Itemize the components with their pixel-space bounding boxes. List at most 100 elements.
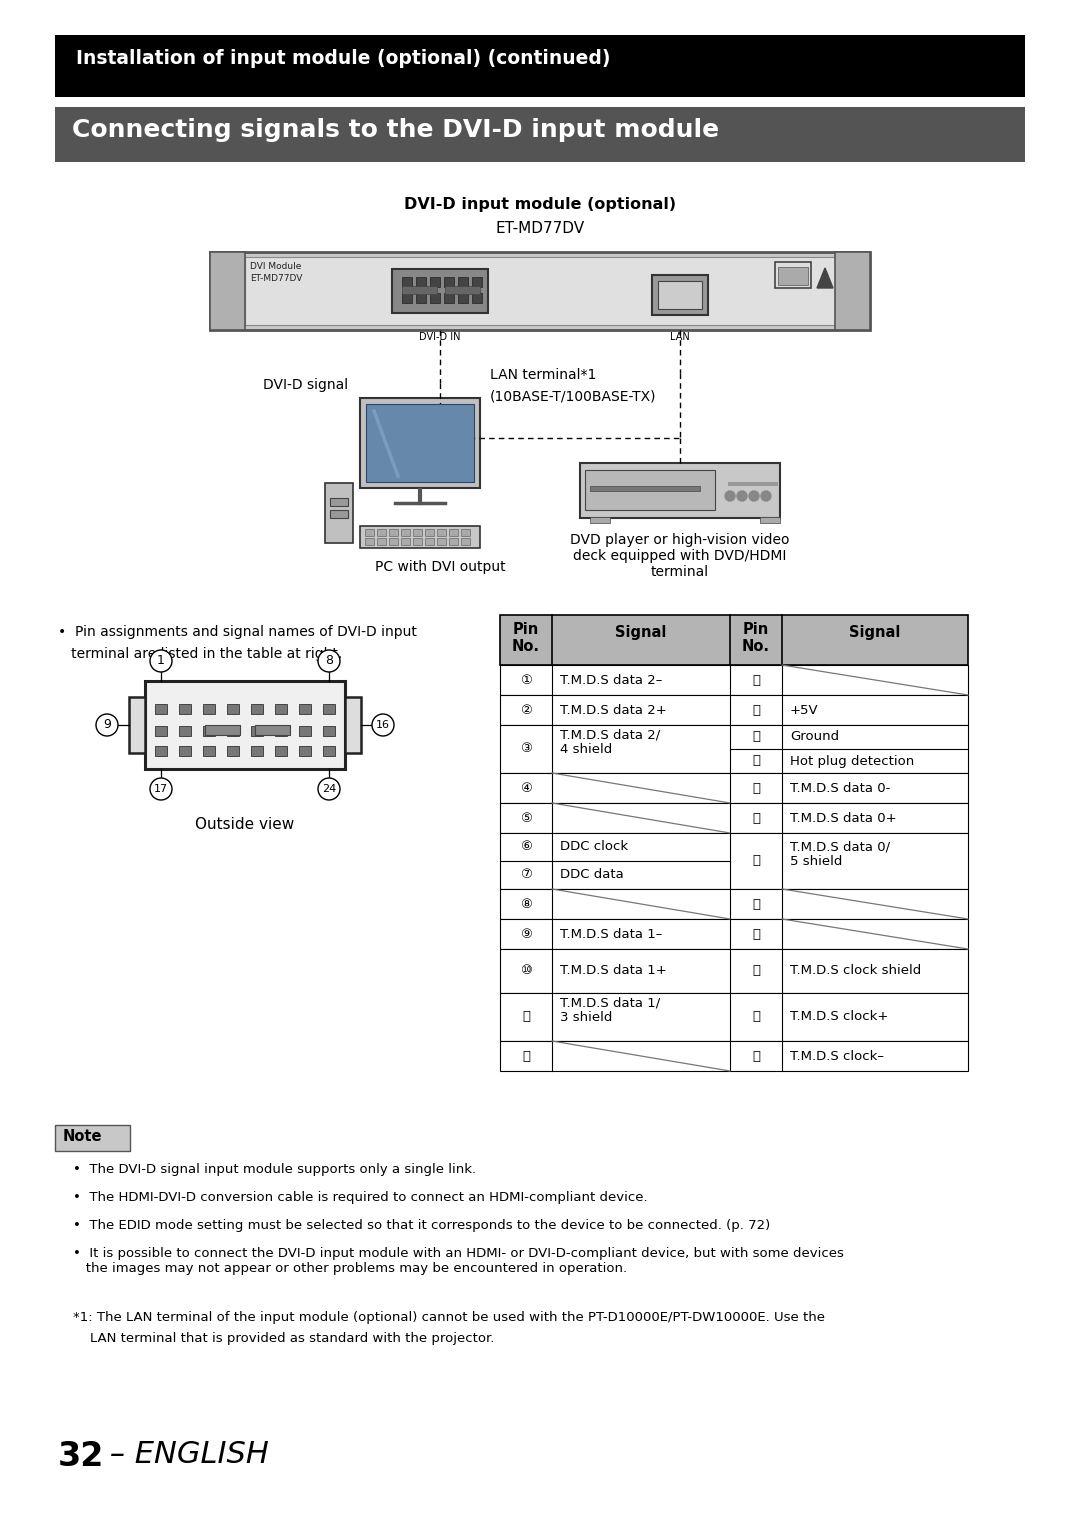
Bar [227,726,239,736]
Bar [500,920,968,948]
Bar [728,482,778,486]
Bar [461,538,470,545]
Text: – ENGLISH: – ENGLISH [100,1439,269,1470]
Polygon shape [816,268,833,288]
Text: DVI Module: DVI Module [249,262,301,271]
Bar [500,803,968,833]
Bar [445,286,480,294]
Bar [299,726,311,736]
Bar [461,529,470,536]
Text: Signal: Signal [849,626,901,641]
Text: ET-MD77DV: ET-MD77DV [249,274,302,283]
Bar [835,251,870,330]
Circle shape [96,714,118,736]
Text: ⑤: ⑤ [521,812,532,824]
Bar [590,486,700,491]
Bar [449,538,458,545]
Text: (10BASE-T/100BASE-TX): (10BASE-T/100BASE-TX) [490,389,657,405]
Text: Outside view: Outside view [195,817,295,832]
Text: ⑰: ⑰ [752,782,760,794]
Text: DVI-D signal: DVI-D signal [262,379,348,392]
Text: ⑱: ⑱ [752,812,760,824]
Bar [426,529,434,536]
Bar [401,529,410,536]
Text: ⑴: ⑴ [752,927,760,941]
Bar [472,277,482,286]
Text: PC with DVI output: PC with DVI output [375,561,505,574]
Text: DDC data: DDC data [561,868,624,882]
Text: T.M.D.S clock+: T.M.D.S clock+ [789,1011,889,1024]
Bar [227,704,239,714]
Bar [389,529,399,536]
Bar [500,833,968,889]
Text: ⑥: ⑥ [521,841,532,853]
Text: Note: Note [63,1129,103,1144]
Text: ⑬: ⑬ [752,674,760,686]
Bar [472,292,482,303]
Bar [500,695,968,726]
Bar [430,277,440,286]
Bar [179,745,191,756]
Circle shape [750,491,759,501]
Bar [323,745,335,756]
Bar [251,745,264,756]
Bar [365,538,374,545]
Text: ⑩: ⑩ [521,965,532,977]
Circle shape [318,650,340,673]
Text: ⑳: ⑳ [752,897,760,911]
Text: ⑫: ⑫ [522,1050,530,1062]
Bar [413,529,422,536]
Bar [500,948,968,992]
Text: T.M.D.S clock shield: T.M.D.S clock shield [789,965,921,977]
Text: T.M.D.S clock–: T.M.D.S clock– [789,1050,885,1062]
Bar [203,745,215,756]
Text: •  Pin assignments and signal names of DVI-D input: • Pin assignments and signal names of DV… [58,626,417,639]
Bar [156,745,167,756]
Text: 9: 9 [103,718,111,732]
Bar [323,704,335,714]
Bar [210,251,870,330]
Text: 8: 8 [325,654,333,668]
Bar [179,726,191,736]
Bar [325,483,353,542]
Text: T.M.D.S data 0/
5 shield: T.M.D.S data 0/ 5 shield [789,839,890,868]
Bar [401,538,410,545]
Circle shape [150,779,172,800]
Bar [255,726,291,735]
Bar [251,726,264,736]
Bar [458,292,468,303]
Bar [775,262,811,288]
Bar [652,276,708,315]
Bar [389,538,399,545]
Bar [55,108,1025,162]
Text: LAN terminal*1: LAN terminal*1 [490,368,596,382]
Bar [500,665,968,695]
Bar [500,726,968,773]
Text: 17: 17 [154,783,168,794]
Text: +5V: +5V [789,703,819,717]
Bar [590,517,610,523]
Text: 24: 24 [322,783,336,794]
Bar [251,704,264,714]
Text: DVI-D input module (optional): DVI-D input module (optional) [404,197,676,212]
Bar [430,292,440,303]
Circle shape [372,714,394,736]
Text: Pin
No.: Pin No. [512,623,540,654]
Text: ⑷: ⑷ [752,1050,760,1062]
Bar [377,538,386,545]
Text: ⑦: ⑦ [521,868,532,882]
Text: ⑲: ⑲ [752,854,760,868]
Text: Ground: Ground [789,730,839,744]
Text: ⑶: ⑶ [752,1011,760,1024]
Text: DDC clock: DDC clock [561,841,629,853]
Bar [402,286,437,294]
Bar [275,745,287,756]
Bar [179,704,191,714]
Bar [245,258,835,326]
Text: •  The DVI-D signal input module supports only a single link.: • The DVI-D signal input module supports… [73,1164,476,1176]
Text: 1: 1 [157,654,165,668]
Text: ⑨: ⑨ [521,927,532,941]
Bar [458,277,468,286]
Text: DVD player or high-vision video
deck equipped with DVD/HDMI
terminal: DVD player or high-vision video deck equ… [570,533,789,579]
Text: 16: 16 [376,720,390,730]
